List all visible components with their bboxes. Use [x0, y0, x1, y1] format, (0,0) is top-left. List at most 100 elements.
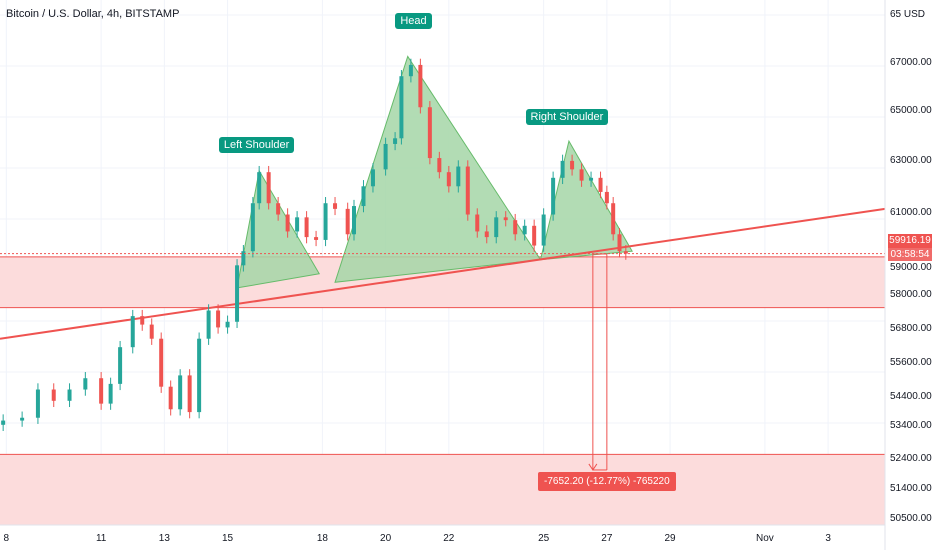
y-tick-label: 52400.00 — [890, 453, 932, 464]
candle-body — [617, 234, 622, 252]
y-tick-label: 67000.00 — [890, 57, 932, 68]
candle-body — [108, 383, 113, 404]
x-tick-label: 18 — [317, 533, 329, 544]
support-zones — [0, 256, 885, 526]
x-tick-label: 20 — [380, 533, 392, 544]
candle-body — [304, 217, 309, 238]
candle-body — [484, 231, 489, 238]
candle-body — [250, 203, 255, 252]
candle-body — [149, 324, 154, 339]
candle-body — [241, 251, 246, 266]
candle-body — [168, 386, 173, 410]
candle-body — [257, 172, 262, 204]
candle-body — [418, 64, 423, 108]
x-tick-label: Nov — [756, 533, 774, 544]
candle-body — [285, 214, 290, 232]
y-tick-label: 53400.00 — [890, 420, 932, 431]
candle-body — [494, 217, 499, 238]
y-tick-label: 54400.00 — [890, 391, 932, 402]
pattern-label: Head — [395, 13, 432, 30]
zone-rect — [0, 454, 885, 525]
candle-body — [437, 158, 442, 173]
candle-body — [99, 378, 104, 404]
candle-body — [604, 191, 609, 204]
candle-body — [513, 220, 518, 235]
x-tick-label: 29 — [665, 533, 677, 544]
neckline[interactable] — [0, 207, 886, 340]
candle-body — [427, 107, 432, 159]
candle-body — [178, 375, 183, 410]
y-tick-label: 55600.00 — [890, 357, 932, 368]
y-unit-label: 65 USD — [890, 9, 925, 20]
pattern-label: Right Shoulder — [525, 109, 609, 126]
candle-body — [187, 375, 192, 413]
candle-body — [333, 203, 338, 209]
x-tick-label: 11 — [96, 533, 107, 544]
price-series — [0, 58, 885, 432]
candle-body — [345, 208, 350, 235]
candle-body — [197, 338, 202, 413]
candle-body — [51, 389, 56, 401]
x-tick-label: 27 — [601, 533, 613, 544]
candle-body — [216, 310, 221, 328]
candle-body — [140, 316, 145, 325]
candle-body — [570, 160, 575, 170]
candle-body — [503, 217, 508, 221]
y-tick-label: 61000.00 — [890, 207, 932, 218]
candle-body — [295, 217, 300, 232]
chart-title: Bitcoin / U.S. Dollar, 4h, BITSTAMP — [6, 8, 180, 20]
candle-body — [399, 76, 404, 139]
candle-body — [361, 186, 366, 207]
y-tick-label: 63000.00 — [890, 155, 932, 166]
measure-arrowhead — [588, 463, 598, 471]
candle-body — [159, 338, 164, 387]
candle-body — [579, 169, 584, 181]
candle-body — [551, 177, 556, 215]
candle-body — [475, 214, 480, 232]
measure-readout: -7652.20 (-12.77%) -765220 — [538, 472, 676, 491]
y-tick-label: 50500.00 — [890, 513, 932, 524]
x-tick-label: 25 — [538, 533, 550, 544]
candle-body — [560, 160, 565, 178]
last-price-tag: 59916.19 — [888, 234, 932, 248]
candle-body — [611, 203, 616, 235]
candle-body — [83, 378, 88, 390]
neckline-line — [0, 207, 886, 340]
x-tick-label: 15 — [222, 533, 234, 544]
candle-body — [589, 177, 594, 181]
candle-body — [314, 237, 319, 240]
candle-body — [408, 64, 413, 77]
candle-body — [532, 225, 537, 246]
candle-body — [235, 265, 240, 322]
candle-body — [266, 172, 271, 204]
candle-body — [370, 169, 375, 187]
x-tick-label: 3 — [825, 533, 831, 544]
candle-body — [541, 214, 546, 246]
candle-body — [323, 203, 328, 240]
countdown-tag: 03:58:54 — [888, 248, 932, 261]
y-tick-label: 65000.00 — [890, 105, 932, 116]
candle-body — [383, 143, 388, 170]
candle-body — [206, 310, 211, 339]
candle-body — [130, 316, 135, 348]
candle-body — [522, 225, 527, 235]
pattern-label: Left Shoulder — [218, 137, 295, 154]
candle-body — [393, 138, 398, 144]
x-tick-label: 13 — [159, 533, 171, 544]
measure-arrow — [588, 253, 608, 471]
candle-body — [20, 417, 25, 421]
candle-body — [352, 206, 356, 235]
y-tick-label: 51400.00 — [890, 483, 932, 494]
y-tick-label: 58000.00 — [890, 289, 932, 300]
candle-body — [623, 251, 628, 254]
candle-body — [1, 420, 6, 425]
x-tick-label: 22 — [443, 533, 455, 544]
candle-body — [465, 166, 470, 215]
y-tick-label: 59000.00 — [890, 262, 932, 273]
candle-body — [276, 203, 281, 215]
candle-body — [67, 389, 72, 401]
y-tick-label: 56800.00 — [890, 323, 932, 334]
candle-body — [225, 321, 230, 328]
